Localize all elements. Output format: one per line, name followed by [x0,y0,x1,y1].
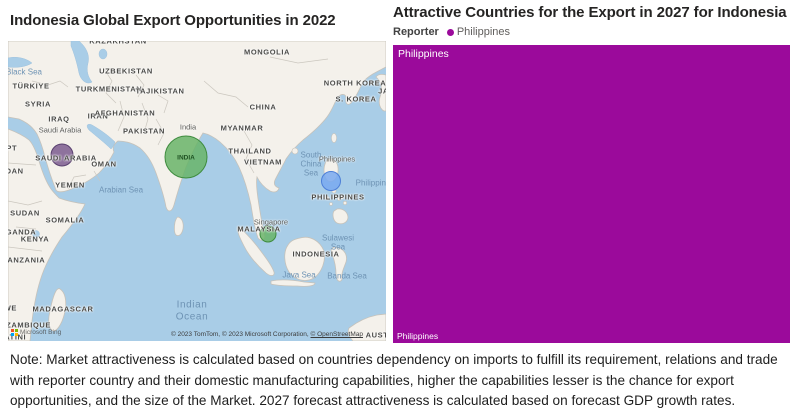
bing-logo: Microsoft Bing [11,329,61,336]
legend-dot-icon [446,28,454,36]
map-attribution: © 2023 TomTom, © 2023 Microsoft Corporat… [146,331,386,338]
treemap-visual[interactable]: Philippines Philippines [393,45,790,343]
bubble-saudi-arabia[interactable] [50,143,74,167]
basemap: INDIA [8,41,386,341]
bubble-philippines[interactable] [321,171,341,191]
treemap-legend: Reporter Philippines [393,26,510,38]
legend-item-label: Philippines [456,26,511,38]
legend-title: Reporter [393,26,439,38]
legend-item-philippines[interactable]: Philippines [446,26,511,38]
openstreetmap-link[interactable]: © OpenStreetMap [310,331,363,338]
treemap-tile-philippines[interactable]: Philippines Philippines [393,45,790,343]
note-text: Note: Market attractiveness is calculate… [10,352,778,408]
tile-label-bottom: Philippines [397,331,439,341]
bubble-india[interactable] [164,135,208,179]
attribution-text: © 2023 TomTom, © 2023 Microsoft Corporat… [170,331,311,338]
bubble-singapore[interactable] [259,225,277,243]
right-visual-title: Attractive Countries for the Export in 2… [393,4,787,21]
legend-items: Philippines [446,26,511,38]
tile-label-top: Philippines [398,48,449,60]
map-bubbles: INDIA [50,135,341,243]
microsoft-logo-icon [11,329,18,336]
bing-logo-label: Microsoft Bing [20,329,62,336]
map-visual[interactable]: INDIA KAZAKHSTAN MONGOLIA UZBEKISTAN TURKME… [8,41,386,341]
bubble-label-india: INDIA [177,155,195,162]
left-visual-title: Indonesia Global Export Opportunities in… [10,12,336,29]
